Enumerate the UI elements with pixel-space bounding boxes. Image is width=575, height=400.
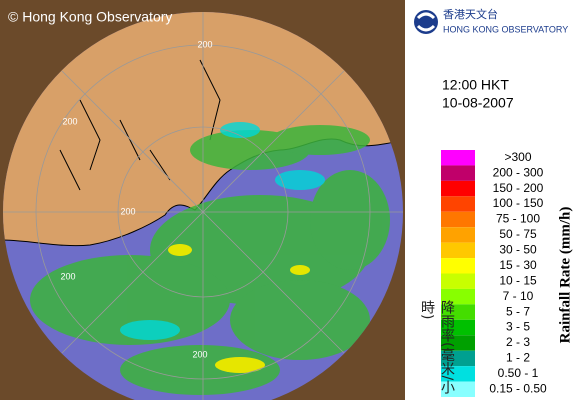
range-label: 200	[192, 349, 207, 359]
legend-label: 0.50 - 1	[498, 366, 539, 380]
legend-swatch	[441, 319, 475, 336]
heavy-rain	[168, 244, 310, 373]
range-rings	[3, 12, 403, 400]
legend-swatch	[441, 165, 475, 181]
legend-swatch	[441, 196, 475, 212]
range-label: 200	[60, 271, 75, 281]
time: 12:00 HKT	[442, 77, 509, 93]
legend-label: 30 - 50	[499, 243, 537, 257]
legend-swatch	[441, 150, 475, 166]
logo-swirl	[416, 12, 436, 32]
legend-swatch	[441, 350, 475, 367]
legend-swatch	[441, 242, 475, 259]
legend-swatch	[441, 335, 475, 351]
range-label: 200	[197, 39, 212, 49]
legend-label: 50 - 75	[499, 227, 537, 241]
legend-swatch	[441, 304, 475, 320]
legend-label: 7 - 10	[503, 289, 534, 303]
legend-swatch	[441, 273, 475, 289]
legend-swatch	[441, 381, 475, 397]
legend-label: 3 - 5	[506, 320, 530, 334]
legend-swatch	[441, 227, 475, 243]
legend-label: 2 - 3	[506, 335, 530, 349]
legend-label: 150 - 200	[493, 181, 544, 195]
legend-swatch	[441, 180, 475, 197]
legend-title: Rainfall Rate (mm/h)	[557, 207, 573, 344]
legend-label: 0.15 - 0.50	[489, 381, 547, 395]
light-rain	[120, 122, 325, 340]
legend-label: 100 - 150	[493, 196, 544, 210]
legend-swatch	[441, 211, 475, 228]
radar-disc	[3, 12, 403, 400]
legend-label: 5 - 7	[506, 304, 530, 318]
legend-swatch	[441, 366, 475, 382]
legend-label: 75 - 100	[496, 212, 540, 226]
copyright: © Hong Kong Observatory	[8, 9, 172, 25]
legend-label: 15 - 30	[499, 258, 537, 272]
rivers	[59, 59, 221, 191]
logo-english: HONG KONG OBSERVATORY	[443, 24, 568, 34]
legend-label: >300	[504, 150, 531, 164]
legend-title-chinese: 降雨率(毫米/小時)	[419, 300, 455, 395]
legend-swatch	[441, 288, 475, 305]
range-label: 200	[62, 116, 77, 126]
legend-swatch	[441, 258, 475, 274]
date: 10-08-2007	[442, 95, 514, 111]
legend-label: 1 - 2	[506, 351, 530, 365]
legend-label: 10 - 15	[499, 273, 537, 287]
logo-chinese: 香港天文台	[443, 7, 498, 21]
rain-echoes	[30, 125, 390, 395]
legend-label: 200 - 300	[493, 165, 544, 179]
range-label: 200	[120, 206, 135, 216]
